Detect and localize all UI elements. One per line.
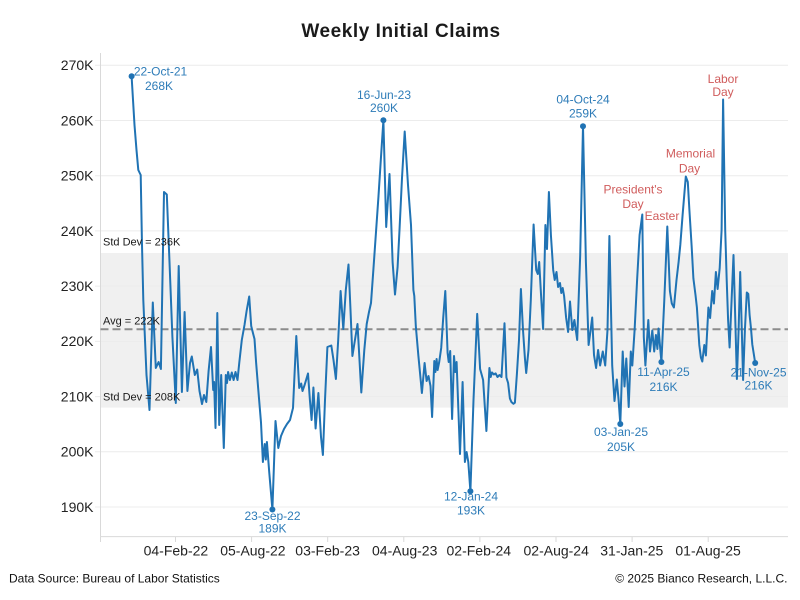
svg-text:250K: 250K: [61, 168, 94, 184]
svg-text:Easter: Easter: [645, 209, 680, 223]
svg-text:03-Jan-25: 03-Jan-25: [594, 425, 648, 439]
svg-text:12-Jan-24: 12-Jan-24: [444, 490, 498, 504]
svg-text:Day: Day: [622, 197, 643, 211]
svg-text:23-Sep-22: 23-Sep-22: [244, 509, 300, 523]
svg-text:Avg = 222K: Avg = 222K: [103, 316, 161, 328]
svg-text:220K: 220K: [61, 333, 94, 349]
svg-text:216K: 216K: [649, 380, 677, 394]
svg-text:268K: 268K: [145, 79, 173, 93]
svg-text:240K: 240K: [61, 223, 94, 239]
svg-text:190K: 190K: [61, 499, 94, 515]
svg-text:Day: Day: [679, 162, 700, 176]
svg-text:04-Oct-24: 04-Oct-24: [556, 93, 610, 107]
svg-text:230K: 230K: [61, 278, 94, 294]
svg-text:205K: 205K: [607, 440, 635, 454]
svg-text:01-Aug-25: 01-Aug-25: [675, 543, 741, 559]
svg-text:22-Oct-21: 22-Oct-21: [134, 65, 188, 79]
svg-text:President's: President's: [604, 182, 663, 196]
svg-text:04-Aug-23: 04-Aug-23: [372, 543, 438, 559]
svg-text:270K: 270K: [61, 57, 94, 73]
svg-text:11-Apr-25: 11-Apr-25: [637, 365, 690, 379]
svg-text:03-Feb-23: 03-Feb-23: [295, 543, 360, 559]
svg-text:259K: 259K: [569, 106, 597, 120]
svg-text:02-Feb-24: 02-Feb-24: [447, 543, 512, 559]
svg-text:260K: 260K: [61, 112, 94, 128]
svg-text:Day: Day: [712, 85, 733, 99]
svg-text:216K: 216K: [744, 379, 772, 393]
svg-text:Labor: Labor: [708, 72, 739, 86]
svg-text:04-Feb-22: 04-Feb-22: [144, 543, 209, 559]
svg-text:Memorial: Memorial: [666, 146, 715, 160]
svg-text:© 2025 Bianco Research, L.L.C.: © 2025 Bianco Research, L.L.C.: [615, 572, 787, 586]
svg-text:Std Dev = 208K: Std Dev = 208K: [103, 392, 181, 404]
svg-text:Data Source: Bureau of Labor S: Data Source: Bureau of Labor Statistics: [9, 572, 220, 586]
svg-text:193K: 193K: [457, 504, 485, 518]
svg-text:Std Dev = 236K: Std Dev = 236K: [103, 237, 181, 249]
svg-text:200K: 200K: [61, 444, 94, 460]
svg-text:21-Nov-25: 21-Nov-25: [730, 366, 786, 380]
svg-text:260K: 260K: [370, 101, 398, 115]
svg-text:189K: 189K: [258, 522, 286, 536]
svg-text:210K: 210K: [61, 389, 94, 405]
svg-text:Weekly Initial Claims: Weekly Initial Claims: [301, 21, 500, 42]
svg-text:31-Jan-25: 31-Jan-25: [600, 543, 663, 559]
svg-text:05-Aug-22: 05-Aug-22: [220, 543, 286, 559]
svg-text:16-Jun-23: 16-Jun-23: [357, 88, 411, 102]
svg-text:02-Aug-24: 02-Aug-24: [524, 543, 590, 559]
